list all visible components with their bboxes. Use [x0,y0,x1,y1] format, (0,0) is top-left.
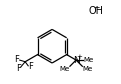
Text: F: F [15,55,19,64]
Text: Me: Me [59,66,69,72]
Text: Me: Me [83,66,93,72]
Text: F: F [28,62,33,71]
Text: −: − [93,3,99,12]
Text: N: N [73,56,79,65]
Text: +: + [76,54,82,60]
Text: OH: OH [89,6,104,16]
Text: F: F [16,64,21,72]
Text: Me: Me [84,57,94,63]
